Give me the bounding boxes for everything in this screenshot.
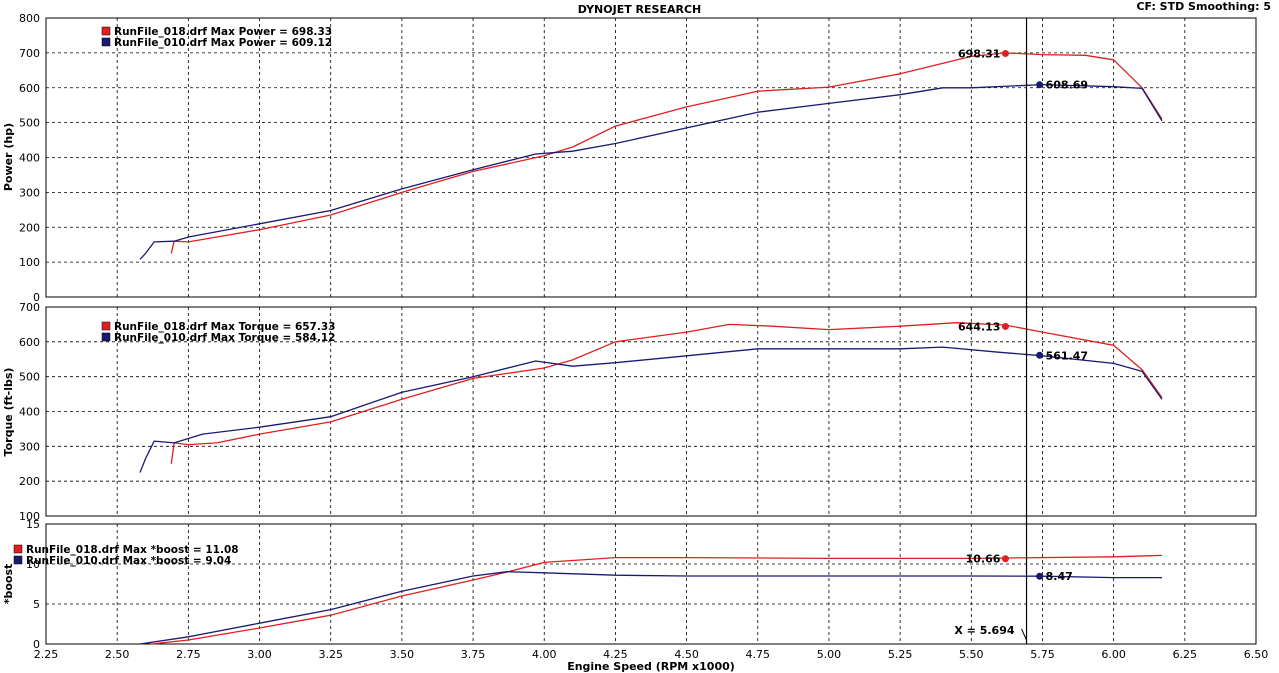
x-tick-label: 3.50 bbox=[390, 648, 415, 661]
cursor-value-label: 608.69 bbox=[1046, 79, 1088, 92]
cursor-x-pointer bbox=[1021, 628, 1027, 641]
y-tick-label: 10 bbox=[26, 558, 40, 571]
x-tick-label: 6.50 bbox=[1244, 648, 1269, 661]
y-tick-label: 15 bbox=[26, 518, 40, 531]
y-tick-label: 300 bbox=[19, 186, 40, 199]
x-tick-label: 5.50 bbox=[959, 648, 984, 661]
series-line-runfile-010-drf bbox=[139, 83, 1163, 260]
y-tick-label: 400 bbox=[19, 152, 40, 165]
series-line-runfile-018-drf bbox=[151, 554, 1163, 645]
x-tick-label: 2.75 bbox=[176, 648, 201, 661]
y-axis-label: *boost bbox=[2, 564, 15, 605]
series-line-runfile-010-drf bbox=[139, 571, 1162, 645]
y-tick-label: 500 bbox=[19, 117, 40, 130]
legend-swatch bbox=[101, 332, 111, 342]
y-tick-label: 200 bbox=[19, 221, 40, 234]
y-tick-label: 800 bbox=[19, 12, 40, 25]
y-tick-label: 0 bbox=[33, 291, 40, 304]
legend-swatch bbox=[101, 37, 111, 47]
y-tick-label: 400 bbox=[19, 406, 40, 419]
series-line-runfile-018-drf bbox=[170, 322, 1163, 464]
y-tick-label: 5 bbox=[33, 598, 40, 611]
cursor-marker bbox=[1036, 572, 1044, 580]
x-tick-label: 4.25 bbox=[603, 648, 628, 661]
x-tick-label: 4.50 bbox=[674, 648, 699, 661]
cursor-value-label: 8.47 bbox=[1046, 570, 1073, 583]
x-tick-label: 2.50 bbox=[105, 648, 130, 661]
y-tick-label: 100 bbox=[19, 510, 40, 523]
x-tick-label: 5.00 bbox=[817, 648, 842, 661]
y-axis-label: Power (hp) bbox=[2, 123, 15, 191]
legend-swatch bbox=[101, 321, 111, 331]
cursor-marker bbox=[1036, 351, 1044, 359]
legend-entry: RunFile_018.drf Max *boost = 11.08 bbox=[26, 544, 239, 556]
x-tick-label: 5.25 bbox=[888, 648, 913, 661]
cursor-value-label: 561.47 bbox=[1046, 349, 1088, 362]
x-axis-label: Engine Speed (RPM x1000) bbox=[567, 660, 735, 673]
cursor-value-label: 10.66 bbox=[966, 553, 1001, 566]
y-tick-label: 700 bbox=[19, 47, 40, 60]
legend-entry: RunFile_018.drf Max Torque = 657.33 bbox=[114, 321, 335, 333]
legend-swatch bbox=[101, 26, 111, 36]
series-line-runfile-010-drf bbox=[139, 346, 1163, 473]
cursor-marker bbox=[1001, 49, 1009, 57]
x-tick-label: 4.00 bbox=[532, 648, 557, 661]
cursor-value-label: 698.31 bbox=[958, 47, 1000, 60]
x-tick-label: 6.25 bbox=[1173, 648, 1198, 661]
chart-title: DYNOJET RESEARCH bbox=[577, 3, 702, 16]
y-tick-label: 600 bbox=[19, 336, 40, 349]
x-tick-label: 3.25 bbox=[318, 648, 343, 661]
x-tick-label: 5.75 bbox=[1030, 648, 1055, 661]
y-tick-label: 700 bbox=[19, 301, 40, 314]
legend-entry: RunFile_010.drf Max Torque = 584.12 bbox=[114, 332, 335, 344]
legend-swatch bbox=[13, 544, 23, 554]
cursor-marker bbox=[1001, 555, 1009, 563]
cursor-value-label: 644.13 bbox=[958, 320, 1000, 333]
x-tick-label: 3.00 bbox=[247, 648, 272, 661]
y-tick-label: 100 bbox=[19, 256, 40, 269]
legend-entry: RunFile_018.drf Max Power = 698.33 bbox=[114, 26, 332, 38]
legend-entry: RunFile_010.drf Max *boost = 9.04 bbox=[26, 555, 231, 567]
legend-swatch bbox=[13, 555, 23, 565]
y-tick-label: 200 bbox=[19, 475, 40, 488]
x-tick-label: 3.75 bbox=[461, 648, 486, 661]
legend-entry: RunFile_010.drf Max Power = 609.12 bbox=[114, 37, 332, 49]
y-tick-label: 500 bbox=[19, 371, 40, 384]
series-line-runfile-018-drf bbox=[170, 52, 1163, 254]
x-tick-label: 6.00 bbox=[1101, 648, 1126, 661]
y-tick-label: 600 bbox=[19, 82, 40, 95]
y-axis-label: Torque (ft-lbs) bbox=[2, 368, 15, 457]
cursor-x-label: X = 5.694 bbox=[954, 624, 1014, 637]
y-tick-label: 0 bbox=[33, 638, 40, 651]
cf-smoothing-info: CF: STD Smoothing: 5 bbox=[1136, 0, 1271, 13]
panel-frame bbox=[45, 523, 1257, 645]
x-tick-label: 2.25 bbox=[34, 648, 59, 661]
cursor-marker bbox=[1001, 322, 1009, 330]
x-tick-label: 4.75 bbox=[746, 648, 771, 661]
y-tick-label: 300 bbox=[19, 440, 40, 453]
cursor-marker bbox=[1036, 81, 1044, 89]
